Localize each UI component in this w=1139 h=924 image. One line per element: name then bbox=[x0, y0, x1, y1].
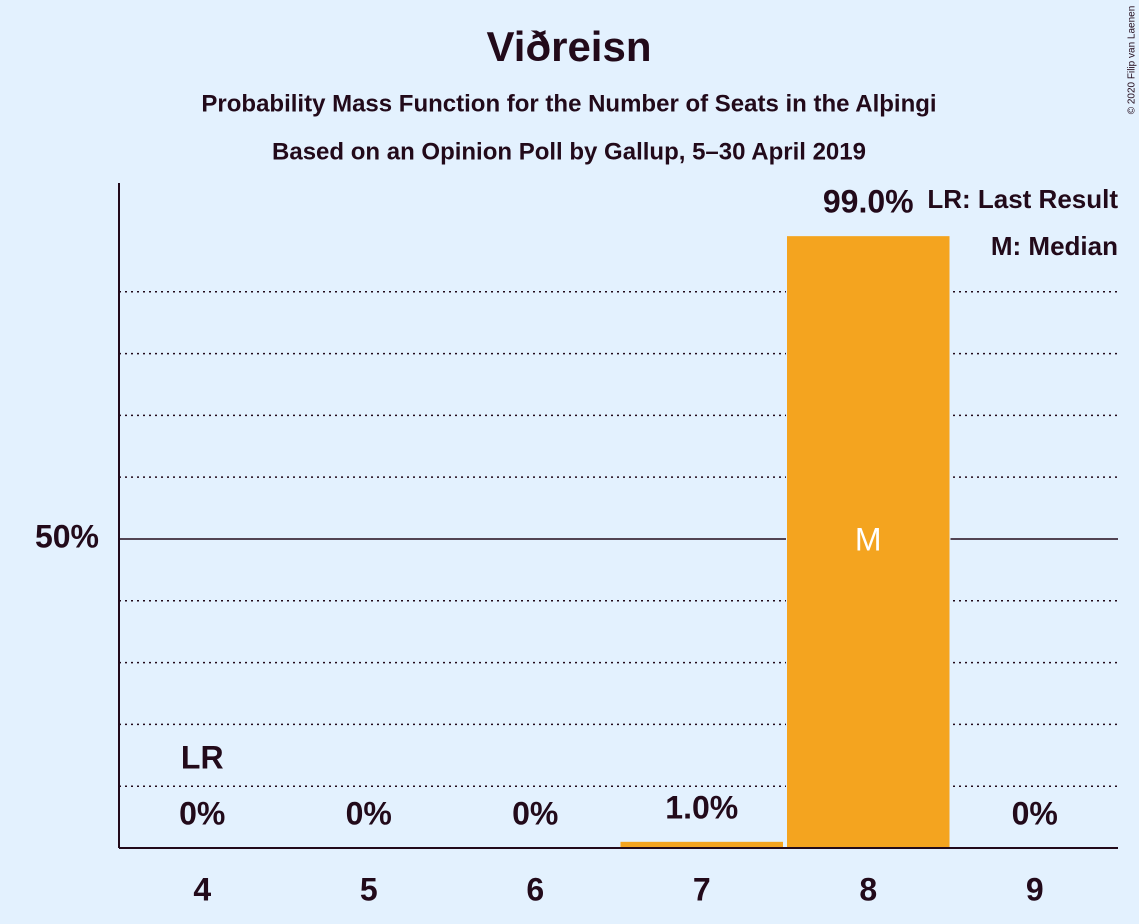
legend-entry: M: Median bbox=[991, 231, 1118, 261]
bar bbox=[620, 841, 783, 848]
x-tick-label: 5 bbox=[360, 871, 378, 907]
x-tick-label: 7 bbox=[693, 871, 711, 907]
chart-subtitle: Based on an Opinion Poll by Gallup, 5–30… bbox=[272, 138, 866, 165]
value-label: 1.0% bbox=[665, 789, 738, 825]
value-label: 0% bbox=[346, 795, 392, 831]
x-tick-label: 6 bbox=[526, 871, 544, 907]
annotation: LR bbox=[181, 739, 224, 775]
x-tick-label: 8 bbox=[859, 871, 877, 907]
chart-title: Viðreisn bbox=[487, 23, 652, 70]
annotation: M bbox=[855, 522, 882, 558]
copyright: © 2020 Filip van Laenen bbox=[1127, 6, 1138, 115]
chart-subtitle: Probability Mass Function for the Number… bbox=[201, 90, 936, 117]
y-tick-label: 50% bbox=[35, 518, 99, 554]
legend-entry: LR: Last Result bbox=[927, 184, 1118, 214]
value-label: 0% bbox=[179, 795, 225, 831]
x-tick-label: 9 bbox=[1026, 871, 1044, 907]
value-label: 0% bbox=[512, 795, 558, 831]
x-tick-label: 4 bbox=[193, 871, 211, 907]
bar bbox=[787, 236, 950, 848]
value-label: 99.0% bbox=[823, 184, 914, 220]
value-label: 0% bbox=[1012, 795, 1058, 831]
